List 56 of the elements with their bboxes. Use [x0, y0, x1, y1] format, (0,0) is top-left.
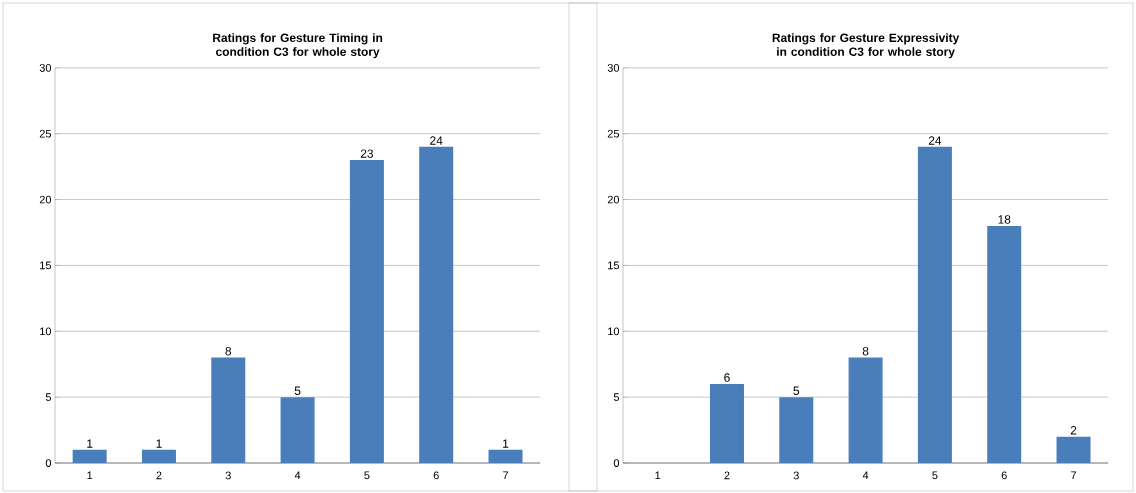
x-tick-label: 1 [655, 471, 661, 480]
data-label: 8 [862, 346, 869, 356]
bar [211, 357, 246, 463]
bar [848, 357, 883, 463]
y-tick-label: 15 [608, 261, 620, 270]
bar [1056, 436, 1091, 463]
bar [709, 383, 744, 463]
bar [917, 146, 952, 463]
x-tick-label: 1 [87, 471, 93, 480]
x-tick-label: 2 [724, 471, 730, 480]
y-tick-label: 30 [607, 63, 620, 72]
bar [72, 449, 107, 463]
y-tick-label: 5 [613, 393, 620, 401]
y-tick-label: 0 [613, 459, 620, 467]
data-label: 6 [724, 373, 730, 382]
x-tick-label: 7 [1071, 471, 1077, 480]
y-tick-label: 0 [45, 459, 52, 467]
x-tick-label: 5 [364, 471, 370, 480]
data-label: 5 [793, 386, 800, 395]
x-tick-label: 4 [862, 471, 869, 480]
y-tick-label: 30 [39, 63, 52, 72]
y-tick-label: 20 [39, 195, 52, 204]
x-tick-label: 3 [793, 471, 799, 480]
x-tick-label: 4 [294, 471, 301, 480]
x-tick-label: 6 [433, 471, 439, 480]
bar [141, 449, 176, 463]
data-label: 2 [1070, 426, 1077, 435]
y-tick-label: 10 [40, 327, 52, 336]
x-tick-label: 2 [156, 471, 162, 480]
data-label: 1 [503, 439, 509, 448]
bar [488, 449, 523, 463]
y-tick-label: 20 [607, 195, 620, 204]
x-tick-label: 6 [1001, 471, 1007, 480]
data-label: 24 [928, 136, 942, 145]
y-tick-label: 25 [607, 129, 620, 138]
x-tick-label: 5 [932, 471, 938, 480]
data-label: 24 [430, 136, 443, 145]
y-tick-label: 5 [45, 393, 52, 401]
data-label: 5 [294, 386, 301, 395]
data-label: 23 [360, 149, 374, 158]
data-label: 1 [87, 439, 93, 448]
bar [419, 146, 454, 463]
x-tick-label: 7 [503, 471, 509, 480]
bar [349, 160, 384, 463]
x-tick-label: 3 [225, 471, 231, 480]
data-label: 8 [225, 346, 232, 356]
data-label: 1 [156, 439, 162, 448]
chart-title: Ratings for Gesture Timing in condition C3 for whole story [213, 33, 383, 59]
y-tick-label: 10 [608, 327, 620, 336]
chart-title: Ratings for Gesture Expressivity in condition C3 for whole story [772, 33, 960, 59]
y-tick-label: 25 [39, 129, 52, 138]
bar [280, 397, 315, 463]
bar [779, 397, 814, 463]
data-label: 18 [998, 215, 1011, 224]
bar [987, 225, 1022, 463]
y-tick-label: 15 [40, 261, 52, 270]
